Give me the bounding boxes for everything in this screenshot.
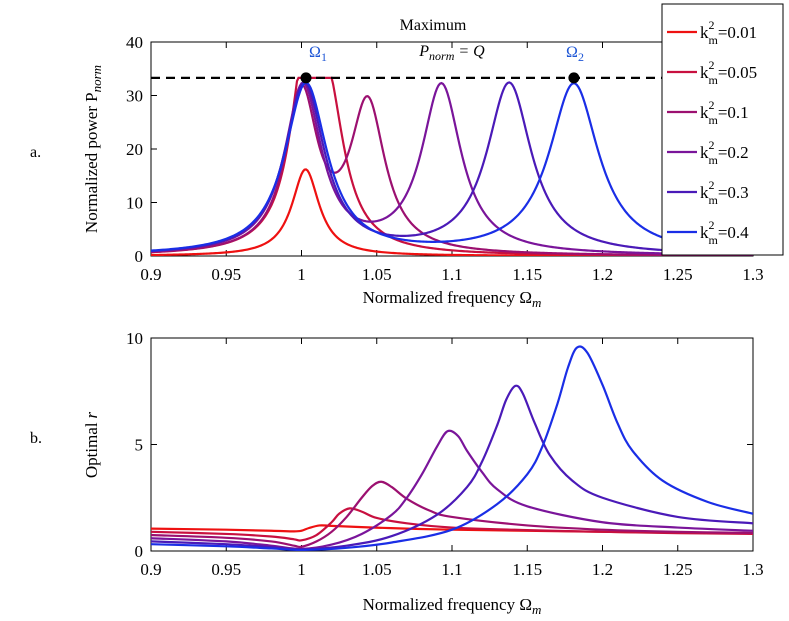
chart-a-xtick-label: 1.25 bbox=[663, 265, 693, 284]
chart-b: 0.9 0.95 1 1.05 1.1 1.15 1.2 1.25 1.3 0 5 10 Normal… bbox=[82, 329, 764, 617]
panel-b-label: b. bbox=[30, 430, 42, 447]
chart-b-xtick-label: 1.2 bbox=[592, 560, 613, 579]
maximum-annotation: Maximum bbox=[400, 17, 467, 34]
chart-b-xtick-label: 1.25 bbox=[663, 560, 693, 579]
legend-label-6: k2 m=0.4 bbox=[700, 218, 749, 247]
chart-b-xtick-label: 1.15 bbox=[512, 560, 542, 579]
chart-b-series-line-6 bbox=[151, 345, 753, 551]
chart-b-series-line-2 bbox=[151, 507, 753, 542]
chart-a-ytick-label: 20 bbox=[126, 140, 143, 159]
chart-a-xtick-label: 0.95 bbox=[211, 265, 241, 284]
chart-b-series bbox=[151, 345, 753, 551]
chart-b-frame bbox=[150, 337, 754, 552]
chart-a-xtick-label: 1.05 bbox=[362, 265, 392, 284]
legend-entries: k2 m=0.01 k2 m=0.05 k2 m=0.1 k2 m=0.2 k2 m=0.3 k2 m… bbox=[667, 18, 757, 247]
chart-a-legend: k2 m=0.01 k2 m=0.05 k2 m=0.1 k2 m=0.2 k2 m=0.3 k2 m… bbox=[661, 3, 784, 256]
marked-point-omega2 bbox=[568, 72, 580, 84]
chart-a-ytick-label: 0 bbox=[135, 247, 144, 266]
chart-a-ytick-label: 30 bbox=[126, 87, 143, 106]
chart-a-ylabel: Normalized power Pnorm bbox=[82, 65, 104, 233]
legend-label-1: k2 m=0.01 bbox=[700, 18, 757, 47]
chart-a: 0.9 0.95 1 1.05 1.1 1.15 1.2 1.25 1.3 0 10 20 30 40 N… bbox=[82, 3, 784, 310]
chart-a-xtick-label: 1.3 bbox=[742, 265, 763, 284]
maximum-equation: Pnorm = Q bbox=[418, 43, 485, 63]
chart-b-ticks: 0.9 0.95 1 1.05 1.1 1.15 1.2 1.25 1.3 0 5 10 bbox=[126, 329, 764, 579]
omega1-label: Ω1 bbox=[309, 44, 327, 64]
chart-b-xtick-label: 1.3 bbox=[742, 560, 763, 579]
chart-a-ytick-label: 10 bbox=[126, 194, 143, 213]
legend-label-5: k2 m=0.3 bbox=[700, 178, 749, 207]
chart-a-ticks: 0.9 0.95 1 1.05 1.1 1.15 1.2 1.25 1.3 0 10 20 30 40 bbox=[126, 33, 764, 284]
chart-a-series bbox=[151, 76, 753, 256]
legend-label-4: k2 m=0.2 bbox=[700, 138, 749, 167]
chart-a-xtick-label: 1 bbox=[297, 265, 306, 284]
chart-a-xtick-label: 0.9 bbox=[140, 265, 161, 284]
chart-b-ytick-label: 10 bbox=[126, 329, 143, 348]
chart-a-xtick-label: 1.15 bbox=[512, 265, 542, 284]
chart-a-xtick-label: 1.2 bbox=[592, 265, 613, 284]
chart-a-xtick-label: 1.1 bbox=[441, 265, 462, 284]
chart-b-series-line-5 bbox=[151, 384, 753, 551]
chart-b-ytick-label: 0 bbox=[135, 542, 144, 561]
chart-b-xtick-label: 1 bbox=[297, 560, 306, 579]
chart-b-xlabel: Normalized frequency Ωm bbox=[363, 595, 542, 617]
legend-label-2: k2 m=0.05 bbox=[700, 58, 757, 87]
chart-a-xlabel: Normalized frequency Ωm bbox=[363, 288, 542, 310]
chart-a-series-line-6 bbox=[151, 81, 753, 252]
legend-box bbox=[661, 3, 784, 256]
chart-a-series-line-3 bbox=[151, 83, 753, 256]
omega2-label: Ω2 bbox=[566, 44, 584, 64]
chart-b-ylabel: Optimalr bbox=[82, 411, 101, 478]
chart-b-ytick-label: 5 bbox=[135, 436, 144, 455]
chart-b-xtick-label: 0.95 bbox=[211, 560, 241, 579]
chart-b-xtick-label: 1.1 bbox=[441, 560, 462, 579]
chart-b-xtick-label: 0.9 bbox=[140, 560, 161, 579]
marked-point-omega1 bbox=[300, 72, 312, 84]
chart-a-ytick-label: 40 bbox=[126, 33, 143, 52]
chart-b-xtick-label: 1.05 bbox=[362, 560, 392, 579]
chart-a-marked-points bbox=[300, 72, 580, 84]
chart-b-series-line-3 bbox=[151, 480, 753, 549]
panel-a-label: a. bbox=[30, 144, 41, 161]
legend-label-3: k2 m=0.1 bbox=[700, 98, 749, 127]
